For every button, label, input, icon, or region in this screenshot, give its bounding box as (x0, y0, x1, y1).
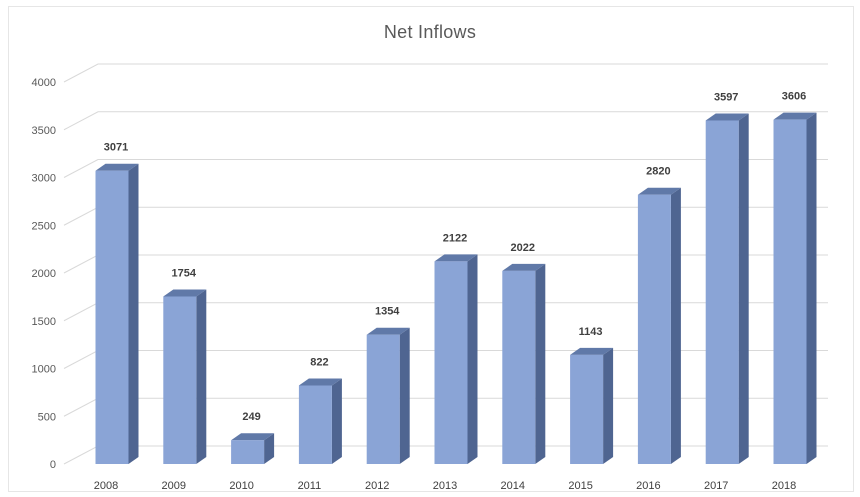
gridline (63, 63, 828, 83)
bar (163, 289, 207, 464)
data-label: 3606 (782, 91, 806, 103)
x-tick-label: 2010 (229, 480, 253, 492)
x-tick-label: 2017 (704, 480, 728, 492)
data-label: 1143 (579, 326, 603, 338)
x-tick-label: 2011 (298, 480, 322, 492)
x-tick-label: 2018 (772, 480, 796, 492)
x-tick-label: 2009 (162, 480, 186, 492)
y-tick-label: 1500 (32, 316, 56, 328)
data-label: 1754 (172, 267, 197, 279)
bar (231, 433, 275, 464)
bar (366, 327, 410, 464)
bar (705, 113, 749, 464)
y-tick-label: 0 (50, 459, 56, 471)
chart-title: Net Inflows (383, 22, 477, 42)
gridline (63, 111, 828, 131)
data-label: 2820 (646, 166, 670, 178)
y-tick-label: 3500 (32, 125, 56, 137)
x-tick-label: 2012 (365, 480, 389, 492)
data-label: 1354 (375, 306, 400, 318)
x-tick-label: 2016 (636, 480, 660, 492)
x-tick-label: 2014 (501, 480, 525, 492)
x-tick-label: 2008 (94, 480, 118, 492)
data-label: 3071 (104, 142, 128, 154)
x-tick-label: 2015 (568, 480, 592, 492)
data-label: 2022 (511, 242, 535, 254)
bar (502, 263, 546, 464)
data-label: 3597 (714, 91, 738, 103)
bar (773, 112, 817, 464)
y-tick-label: 2000 (32, 268, 56, 280)
x-tick-label: 2013 (433, 480, 457, 492)
data-label: 822 (310, 356, 328, 368)
gridline (63, 159, 828, 178)
data-label: 2122 (443, 232, 467, 244)
y-tick-label: 1000 (32, 364, 56, 376)
data-label: 249 (242, 411, 260, 423)
bar (434, 254, 478, 464)
y-tick-label: 2500 (32, 220, 56, 232)
bar (637, 187, 681, 464)
bar (298, 378, 342, 464)
y-tick-label: 4000 (32, 77, 56, 89)
bar (570, 347, 614, 464)
y-tick-label: 500 (38, 411, 56, 423)
y-tick-label: 3000 (32, 173, 56, 185)
bar (95, 163, 139, 465)
